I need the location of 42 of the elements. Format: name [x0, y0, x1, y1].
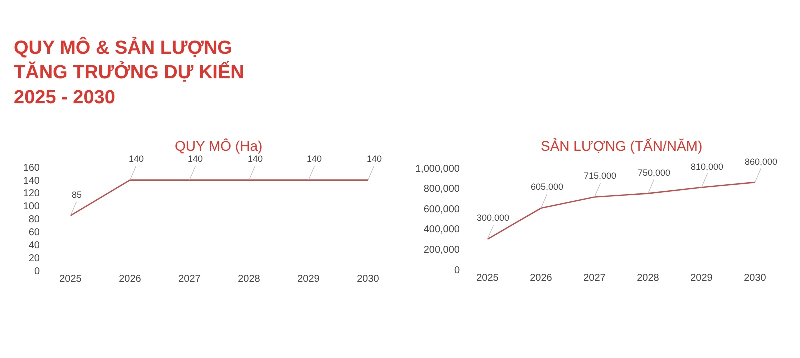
y-tick-label: 100 [23, 202, 40, 213]
x-tick-label: 2028 [238, 274, 261, 285]
data-label: 140 [129, 154, 144, 164]
chart-title: SẢN LƯỢNG (TẤN/NĂM) [541, 138, 703, 154]
y-tick-label: 200,000 [424, 245, 460, 256]
y-tick-label: 80 [28, 214, 40, 226]
x-tick-label: 2026 [119, 274, 142, 285]
data-label: 140 [248, 154, 264, 164]
y-tick-label: 400,000 [424, 224, 460, 236]
x-tick-label: 2029 [690, 272, 714, 284]
data-label: 140 [307, 154, 322, 164]
y-tick-label: 0 [34, 266, 40, 278]
x-tick-label: 2030 [744, 272, 767, 284]
y-tick-label: 600,000 [424, 204, 460, 216]
x-tick-label: 2026 [530, 272, 553, 284]
y-tick-label: 0 [454, 265, 460, 276]
data-label: 860,000 [745, 157, 778, 167]
x-tick-label: 2028 [637, 272, 660, 284]
data-label: 750,000 [638, 168, 671, 178]
y-tick-label: 20 [28, 253, 40, 264]
x-tick-label: 2027 [584, 272, 606, 284]
y-tick-label: 160 [23, 162, 40, 174]
data-label: 300,000 [477, 213, 510, 223]
y-tick-label: 140 [23, 176, 40, 187]
data-label: 85 [72, 190, 82, 200]
y-tick-label: 800,000 [424, 184, 460, 196]
y-tick-label: 60 [28, 228, 40, 238]
data-label: 810,000 [691, 162, 724, 172]
x-tick-label: 2030 [357, 274, 380, 285]
y-tick-label: 120 [23, 188, 40, 200]
y-tick-label: 40 [28, 240, 40, 252]
x-tick-label: 2025 [60, 274, 82, 285]
x-tick-label: 2025 [476, 272, 500, 284]
x-tick-label: 2029 [298, 274, 320, 285]
data-label: 605,000 [531, 182, 564, 192]
y-tick-label: 1,000,000 [416, 164, 460, 175]
chart-title: QUY MÔ (Ha) [175, 138, 263, 154]
data-label: 140 [188, 154, 204, 164]
text: QUY MÔ & SẢN LƯỢNG TĂNG TRƯỞNG DỰ KIẾN 2025 - 2030 [14, 36, 244, 108]
data-label: 140 [367, 154, 382, 164]
x-tick-label: 2027 [178, 274, 202, 285]
data-label: 715,000 [584, 171, 617, 181]
